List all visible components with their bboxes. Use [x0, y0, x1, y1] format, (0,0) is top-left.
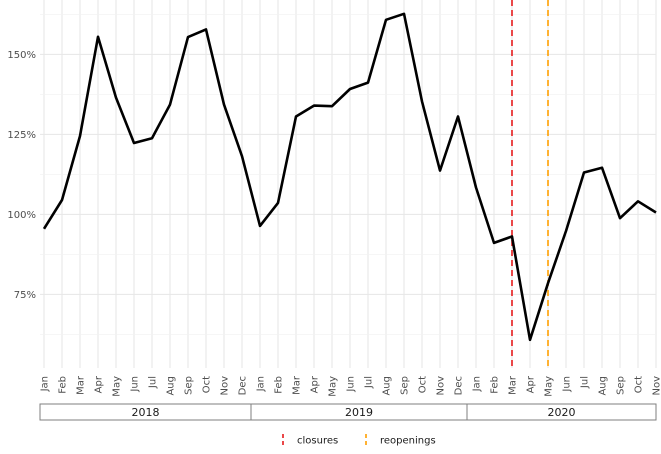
- x-tick-label: Aug: [166, 376, 177, 396]
- x-tick-label: Nov: [652, 376, 661, 396]
- y-tick-label: 75%: [14, 290, 36, 301]
- x-tick-label: Feb: [58, 376, 69, 394]
- x-tick-label: Jul: [580, 376, 591, 389]
- reopenings-legend-label: reopenings: [380, 436, 436, 447]
- x-tick-label: Jul: [364, 376, 375, 389]
- x-tick-label: Jun: [346, 376, 357, 393]
- series: [42, 12, 657, 342]
- x-tick-label: Apr: [526, 375, 537, 393]
- x-tick-label: Jun: [130, 376, 141, 393]
- year-label: 2020: [548, 406, 576, 419]
- x-tick-label: Apr: [94, 375, 105, 393]
- year-strip: [466, 403, 657, 421]
- x-tick-label: May: [328, 376, 339, 397]
- x-tick-label: Jan: [472, 376, 483, 392]
- event-lines: [511, 0, 549, 368]
- x-tick-label: Mar: [508, 375, 519, 395]
- x-tick-label: Aug: [598, 376, 609, 396]
- x-tick-label: Aug: [382, 376, 393, 396]
- x-tick-label: Apr: [310, 375, 321, 393]
- x-axis: Jan Feb Mar Apr May Jun Jul Aug Sep Oct Nov Dec Jan F…: [40, 375, 661, 397]
- x-tick-label: Sep: [400, 376, 411, 395]
- x-tick-label: Jan: [256, 376, 267, 392]
- x-tick-label: Nov: [220, 376, 231, 396]
- x-tick-label: Feb: [274, 376, 285, 394]
- y-axis: 75% 100% 125% 150%: [7, 50, 36, 301]
- x-tick-label: Nov: [436, 376, 447, 396]
- year-label: 2018: [132, 406, 160, 419]
- x-tick-label: May: [112, 376, 123, 397]
- x-tick-label: Sep: [616, 376, 627, 395]
- x-tick-label: May: [544, 376, 555, 397]
- x-tick-label: Jun: [562, 376, 573, 393]
- x-tick-label: Jul: [148, 376, 159, 389]
- x-tick-label: Jan: [40, 376, 51, 392]
- x-tick-label: Dec: [454, 376, 465, 395]
- y-tick-label: 150%: [7, 50, 36, 61]
- y-tick-label: 125%: [7, 130, 36, 141]
- series-line: [42, 12, 657, 342]
- x-tick-label: Oct: [634, 376, 645, 393]
- x-tick-label: Dec: [238, 376, 249, 395]
- y-tick-label: 100%: [7, 210, 36, 221]
- x-tick-label: Oct: [418, 376, 429, 393]
- legend: closures reopenings: [282, 434, 436, 447]
- x-tick-label: Mar: [76, 375, 87, 395]
- year-label: 2019: [345, 406, 373, 419]
- x-tick-label: Feb: [490, 376, 501, 394]
- grid: [40, 0, 657, 368]
- x-tick-label: Oct: [202, 376, 213, 393]
- year-strips: 2018 2019 2020: [39, 403, 657, 421]
- closures-legend-label: closures: [297, 436, 338, 447]
- x-tick-label: Mar: [292, 375, 303, 395]
- x-tick-label: Sep: [184, 376, 195, 395]
